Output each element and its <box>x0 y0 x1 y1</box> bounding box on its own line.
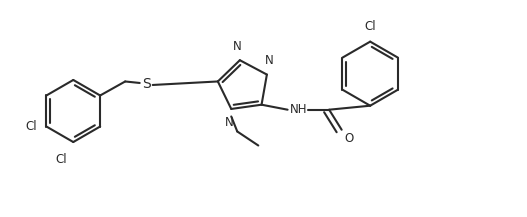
Text: N: N <box>265 54 274 67</box>
Text: NH: NH <box>290 103 308 116</box>
Text: O: O <box>344 132 354 145</box>
Text: S: S <box>142 77 151 91</box>
Text: Cl: Cl <box>56 153 67 166</box>
Text: Cl: Cl <box>26 120 37 133</box>
Text: N: N <box>225 117 233 130</box>
Text: Cl: Cl <box>364 20 376 33</box>
Text: N: N <box>233 40 242 53</box>
